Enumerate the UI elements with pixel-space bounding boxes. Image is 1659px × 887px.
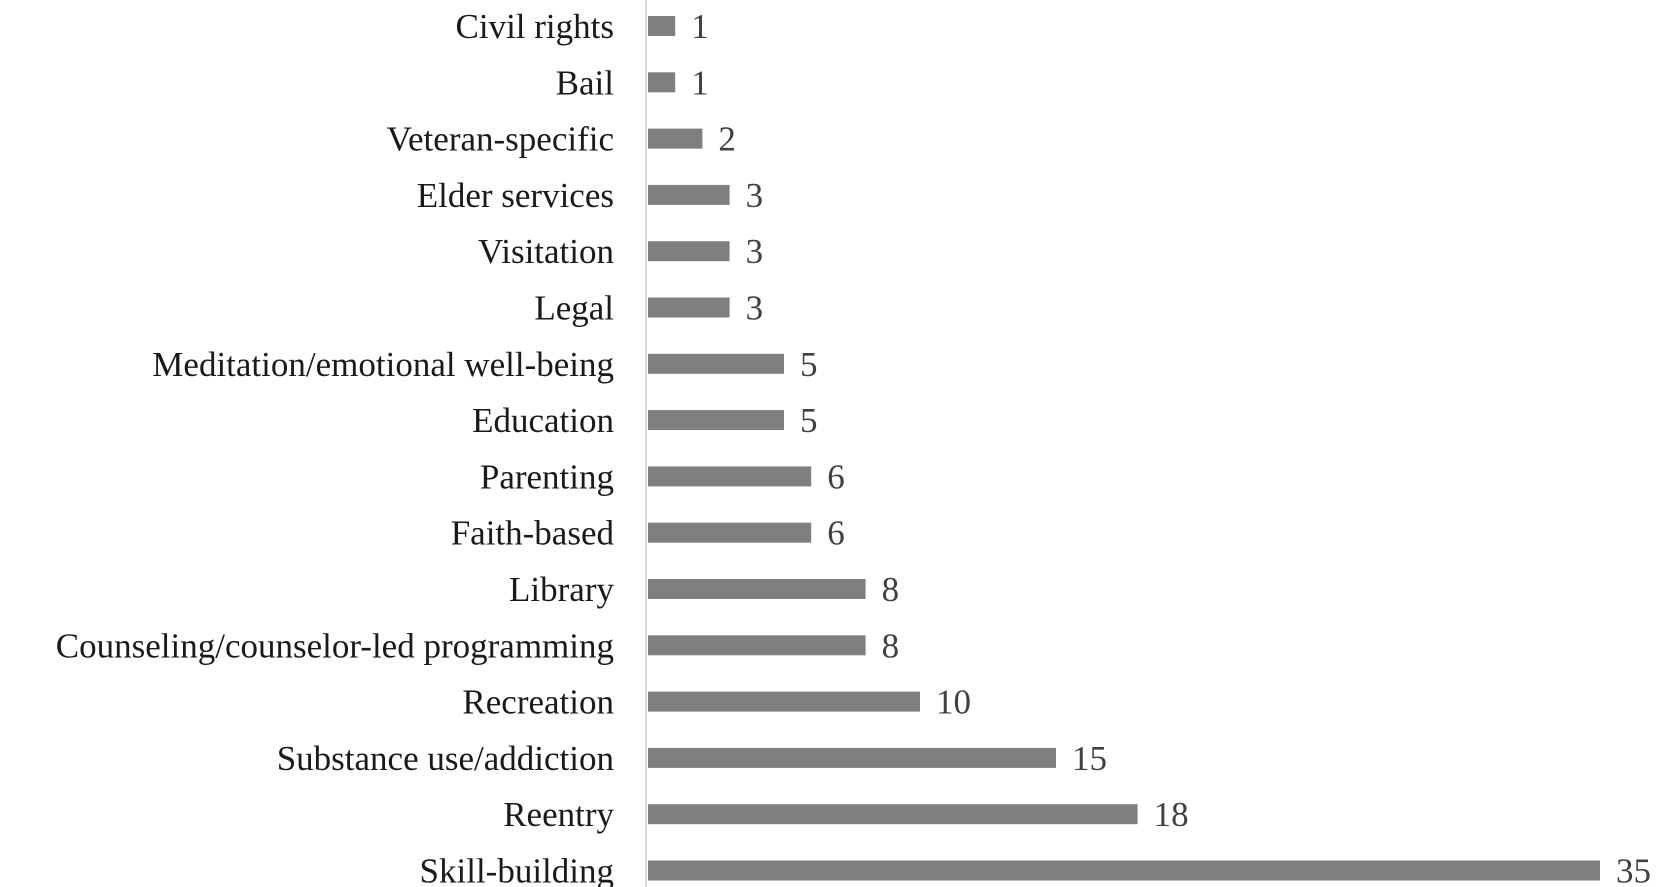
- bar: [648, 16, 676, 36]
- bar-row: Faith-based 6: [451, 514, 845, 553]
- category-label: Reentry: [503, 795, 614, 834]
- bar: [648, 241, 730, 262]
- value-label: 3: [746, 289, 764, 328]
- category-label: Recreation: [462, 683, 614, 722]
- bar-row: Legal 3: [534, 289, 763, 328]
- value-label: 6: [827, 457, 845, 496]
- category-label: Substance use/addiction: [277, 739, 614, 778]
- category-label: Faith-based: [451, 514, 615, 553]
- bar-row: Elder services 3: [417, 176, 763, 215]
- bar: [648, 128, 703, 149]
- value-label: 8: [882, 570, 900, 609]
- bar: [648, 184, 730, 205]
- category-label: Parenting: [480, 457, 614, 496]
- bar: [648, 804, 1138, 825]
- bar: [648, 635, 866, 656]
- bar-row: Substance use/addiction 15: [277, 739, 1107, 778]
- value-label: 1: [691, 7, 709, 46]
- value-label: 5: [800, 345, 818, 384]
- value-label: 3: [746, 176, 764, 215]
- bar-row: Education 5: [472, 401, 817, 440]
- value-label: 6: [827, 514, 845, 553]
- bar-row: Reentry 18: [503, 795, 1188, 834]
- category-label: Library: [509, 570, 614, 609]
- category-label: Education: [472, 401, 614, 440]
- bar-row: Skill-building 35: [420, 852, 1651, 887]
- bar: [648, 691, 920, 712]
- category-label: Skill-building: [420, 852, 614, 887]
- bars-layer: Civil rights 1 Bail 1 Veteran-specific 2 Elder…: [56, 7, 1651, 887]
- value-label: 10: [936, 683, 971, 722]
- bar-row: Bail 1: [556, 63, 709, 102]
- bar-row: Meditation/emotional well-being 5: [152, 345, 817, 384]
- bar-row: Counseling/counselor-led programming 8: [56, 626, 899, 665]
- bar-row: Library 8: [509, 570, 899, 609]
- category-label: Counseling/counselor-led programming: [56, 626, 614, 665]
- category-label: Civil rights: [456, 7, 615, 46]
- bar-row: Visitation 3: [478, 232, 763, 271]
- category-label: Meditation/emotional well-being: [152, 345, 614, 384]
- category-label: Legal: [534, 289, 614, 328]
- bar: [648, 747, 1056, 768]
- value-label: 8: [882, 626, 900, 665]
- value-label: 2: [718, 120, 736, 159]
- bar-row: Veteran-specific 2: [387, 120, 736, 159]
- bar-row: Parenting 6: [480, 457, 845, 496]
- value-label: 18: [1154, 795, 1189, 834]
- bar: [648, 579, 866, 599]
- value-label: 15: [1072, 739, 1107, 778]
- value-label: 1: [691, 63, 709, 102]
- category-label: Veteran-specific: [387, 120, 614, 159]
- value-label: 5: [800, 401, 818, 440]
- value-label: 3: [746, 232, 764, 271]
- bar-row: Recreation 10: [462, 683, 971, 722]
- bar-row: Civil rights 1: [456, 7, 709, 46]
- value-label: 35: [1616, 852, 1651, 887]
- bar: [648, 410, 784, 431]
- bar: [648, 72, 676, 93]
- category-label: Bail: [556, 63, 615, 102]
- bar: [648, 297, 730, 318]
- bar: [648, 522, 812, 543]
- bar: [648, 860, 1600, 881]
- category-label: Elder services: [417, 176, 614, 215]
- category-label: Visitation: [478, 232, 614, 271]
- bar: [648, 353, 784, 374]
- bar: [648, 466, 812, 487]
